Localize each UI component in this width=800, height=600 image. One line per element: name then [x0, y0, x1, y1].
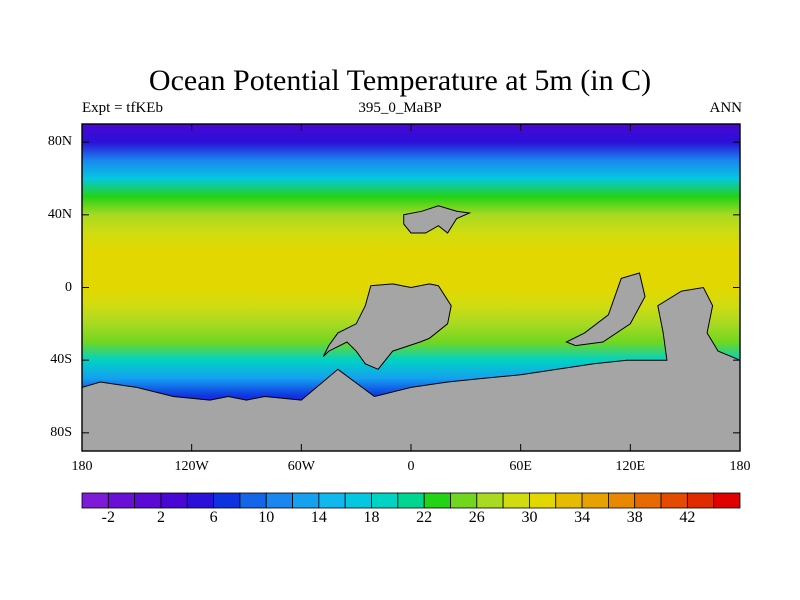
- colorbar-swatch: [160, 492, 188, 509]
- colorbar-label: 38: [626, 509, 643, 526]
- colorbar-label: 30: [521, 509, 538, 526]
- colorbar-label: 18: [363, 509, 380, 526]
- colorbar-label: 22: [416, 509, 433, 526]
- colorbar-swatch: [608, 492, 636, 509]
- colorbar-label: 42: [679, 509, 696, 526]
- land-africa-south-america: [322, 283, 452, 370]
- lat-tick-label: 40S: [50, 352, 72, 368]
- colorbar-swatch: [265, 492, 293, 509]
- lon-tick-label: 120E: [615, 459, 646, 474]
- lat-tick-label: 80S: [50, 424, 72, 440]
- colorbar-swatch: [502, 492, 530, 509]
- colorbar-swatch: [555, 492, 583, 509]
- colorbar-label: 10: [258, 509, 275, 526]
- map-title: Ocean Potential Temperature at 5m (in C): [148, 64, 652, 97]
- colorbar-swatch: [371, 492, 399, 509]
- experiment-label: Expt = tfKEb: [82, 100, 163, 116]
- lon-tick-label: 120W: [174, 459, 209, 474]
- land-east-landmass: [82, 286, 740, 451]
- colorbar-label: 26: [468, 509, 485, 526]
- colorbar-swatch: [713, 492, 741, 509]
- colorbar-swatch: [423, 492, 451, 509]
- lon-tick-label: 60W: [287, 459, 315, 474]
- colorbar-swatch: [476, 492, 504, 509]
- colorbar-swatch: [318, 492, 346, 509]
- lon-tick-label: 180: [71, 459, 93, 474]
- colorbar-swatch: [529, 492, 557, 509]
- colorbar-swatch: [686, 492, 715, 509]
- colorbar-label: 34: [574, 509, 591, 526]
- colorbar-swatch: [213, 492, 241, 509]
- colorbar-swatch: [134, 492, 162, 509]
- colorbar-swatch: [397, 492, 425, 509]
- colorbar-swatch: [81, 492, 109, 509]
- colorbar-swatch: [186, 492, 214, 509]
- lat-tick-label: 40N: [47, 206, 72, 222]
- lon-tick-label: 60E: [509, 459, 532, 474]
- land-island-chain-east: [565, 272, 646, 347]
- colorbar-swatch: [450, 492, 478, 509]
- land-north-continent: [403, 205, 472, 234]
- colorbar-swatch: [292, 492, 320, 509]
- lon-tick-label: 180: [729, 459, 751, 474]
- colorbar-label: 14: [310, 509, 327, 526]
- season-label: ANN: [709, 100, 743, 116]
- colorbar-swatch: [239, 492, 267, 509]
- time-label: 395_0_MaBP: [358, 100, 442, 116]
- lat-tick-label: 0: [65, 279, 72, 295]
- colorbar-swatch: [634, 492, 662, 509]
- lon-tick-label: 0: [407, 459, 415, 474]
- lat-tick-label: 80N: [47, 134, 72, 150]
- colorbar-label: -2: [101, 509, 115, 526]
- colorbar-label: 2: [156, 509, 165, 526]
- colorbar-label: 6: [209, 509, 218, 526]
- colorbar-swatch: [344, 492, 372, 509]
- colorbar-swatch: [107, 492, 136, 509]
- colorbar-swatch: [660, 492, 688, 509]
- colorbar-swatch: [581, 492, 609, 509]
